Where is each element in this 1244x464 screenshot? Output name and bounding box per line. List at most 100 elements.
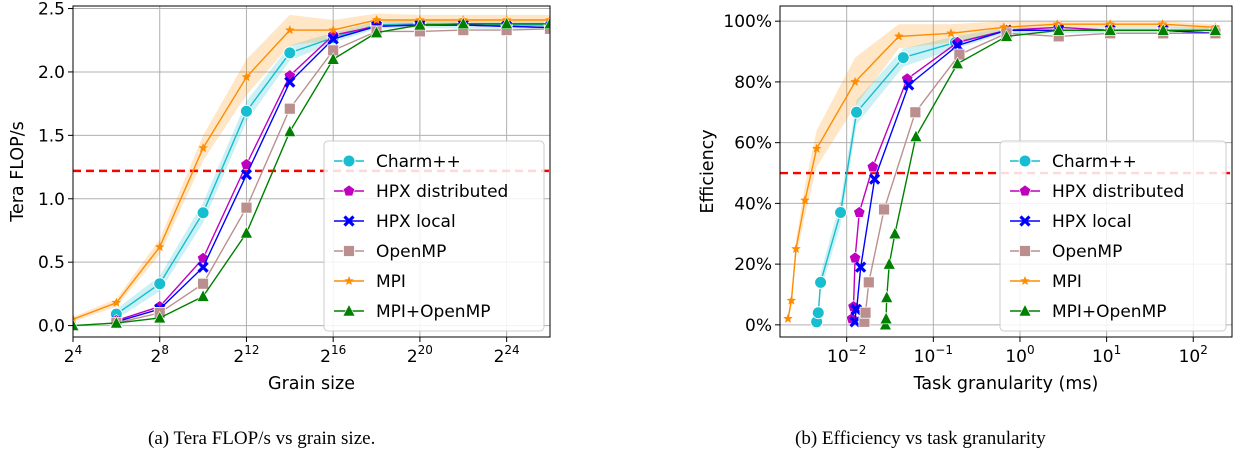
- data-point: [239, 104, 253, 118]
- legend-marker: [344, 275, 354, 286]
- x-tick-label: 102: [1179, 343, 1208, 367]
- data-point: [903, 79, 915, 91]
- legend: Charm++ HPX distributed HPX local OpenMP MPI…: [999, 140, 1227, 332]
- x-tick-label: 100: [1005, 343, 1034, 367]
- data-point: [154, 241, 165, 252]
- data-point: [866, 160, 879, 173]
- y-axis-label: Tera FLOP/s: [8, 121, 28, 223]
- legend-entry: MPI: [1052, 272, 1082, 292]
- y-tick-label: 20%: [734, 255, 772, 275]
- data-point: [1103, 23, 1117, 36]
- data-point: [196, 289, 210, 302]
- data-point: [327, 33, 339, 45]
- legend-entry: MPI+OpenMP: [376, 302, 491, 322]
- legend-marker: [342, 154, 356, 168]
- data-point: [196, 206, 210, 220]
- series-line: [73, 23, 550, 327]
- x-tick-label: 28: [150, 343, 168, 367]
- data-point: [849, 251, 862, 264]
- chart-1: 0% 20% 40% 60% 80% 100% 10−2 10−1 100 101 102 Task …: [698, 5, 1233, 394]
- x-tick-label: 10−1: [914, 343, 953, 367]
- data-point: [946, 28, 956, 38]
- data-point: [882, 256, 896, 270]
- data-point: [241, 71, 252, 82]
- data-point: [239, 225, 253, 239]
- caption-b: (b) Efficiency vs task granularity: [795, 428, 1046, 449]
- data-point: [240, 169, 253, 181]
- data-point: [197, 261, 209, 273]
- data-point: [197, 277, 209, 290]
- data-point: [855, 261, 867, 273]
- data-point: [500, 16, 514, 30]
- legend-entry: MPI+OpenMP: [1052, 302, 1167, 322]
- legend-entry: OpenMP: [1052, 242, 1122, 262]
- data-point: [283, 46, 297, 60]
- data-point: [283, 102, 296, 115]
- data-point: [1156, 23, 1170, 36]
- data-point: [800, 195, 810, 205]
- plot-area: [73, 13, 550, 331]
- data-point: [859, 306, 872, 319]
- legend-box: [323, 140, 545, 332]
- x-tick-label: 212: [233, 343, 259, 367]
- data-point: [998, 22, 1009, 32]
- data-point: [896, 51, 910, 65]
- data-point: [862, 276, 875, 289]
- data-point: [888, 226, 902, 240]
- data-point: [328, 24, 339, 35]
- data-point: [853, 206, 866, 218]
- legend-marker: [1018, 184, 1032, 197]
- y-tick-label: 80%: [734, 73, 772, 93]
- legend: Charm++ HPX distributed HPX local OpenMP MPI…: [323, 140, 545, 332]
- x-tick-label: 216: [320, 343, 346, 367]
- x-tick-label: 224: [494, 343, 520, 367]
- data-point: [893, 31, 904, 41]
- legend-entry: OpenMP: [376, 242, 446, 262]
- x-tick-label: 24: [64, 343, 82, 367]
- legend-entry: HPX local: [376, 212, 456, 232]
- legend-entry: HPX local: [1052, 212, 1132, 232]
- data-point: [791, 243, 801, 254]
- y-tick-label: 60%: [734, 134, 772, 154]
- data-point: [783, 313, 793, 323]
- x-tick-label: 101: [1092, 343, 1121, 367]
- y-tick-label: 1.0: [38, 190, 65, 210]
- y-tick-label: 100%: [723, 12, 772, 32]
- data-point: [240, 158, 253, 170]
- legend-entry: Charm++: [376, 152, 461, 172]
- data-point: [879, 311, 893, 325]
- y-tick-label: 0%: [745, 316, 772, 336]
- legend-entry: MPI: [376, 272, 406, 292]
- data-point: [153, 310, 167, 324]
- data-point: [786, 295, 797, 305]
- legend-entry: HPX distributed: [376, 182, 508, 202]
- data-point: [811, 143, 822, 153]
- data-point: [811, 306, 825, 320]
- plot-area: [780, 18, 1232, 331]
- data-point: [1052, 23, 1066, 36]
- data-point: [370, 25, 384, 38]
- legend-marker: [342, 303, 356, 317]
- data-point: [283, 124, 297, 137]
- x-tick-label: 220: [407, 343, 433, 367]
- data-point: [111, 297, 122, 307]
- y-tick-label: 2.0: [38, 63, 65, 83]
- data-point: [456, 16, 470, 30]
- caption-a: (a) Tera FLOP/s vs grain size.: [148, 428, 376, 449]
- data-point: [850, 76, 861, 87]
- data-point: [950, 56, 964, 69]
- axes-frame: [72, 5, 551, 338]
- data-point: [1000, 29, 1014, 42]
- chart-0: 0.0 0.5 1.0 1.5 2.0 2.5 24 28 212 216 220 224 Grain …: [8, 0, 551, 394]
- y-tick-label: 0.0: [38, 317, 65, 337]
- legend-marker: [343, 215, 355, 227]
- data-point: [951, 39, 964, 52]
- data-point: [850, 105, 864, 119]
- y-tick-label: 2.5: [38, 0, 65, 20]
- data-point: [284, 76, 296, 88]
- data-point: [198, 142, 209, 153]
- data-point: [153, 277, 167, 291]
- data-point: [284, 24, 295, 35]
- data-point: [413, 17, 427, 31]
